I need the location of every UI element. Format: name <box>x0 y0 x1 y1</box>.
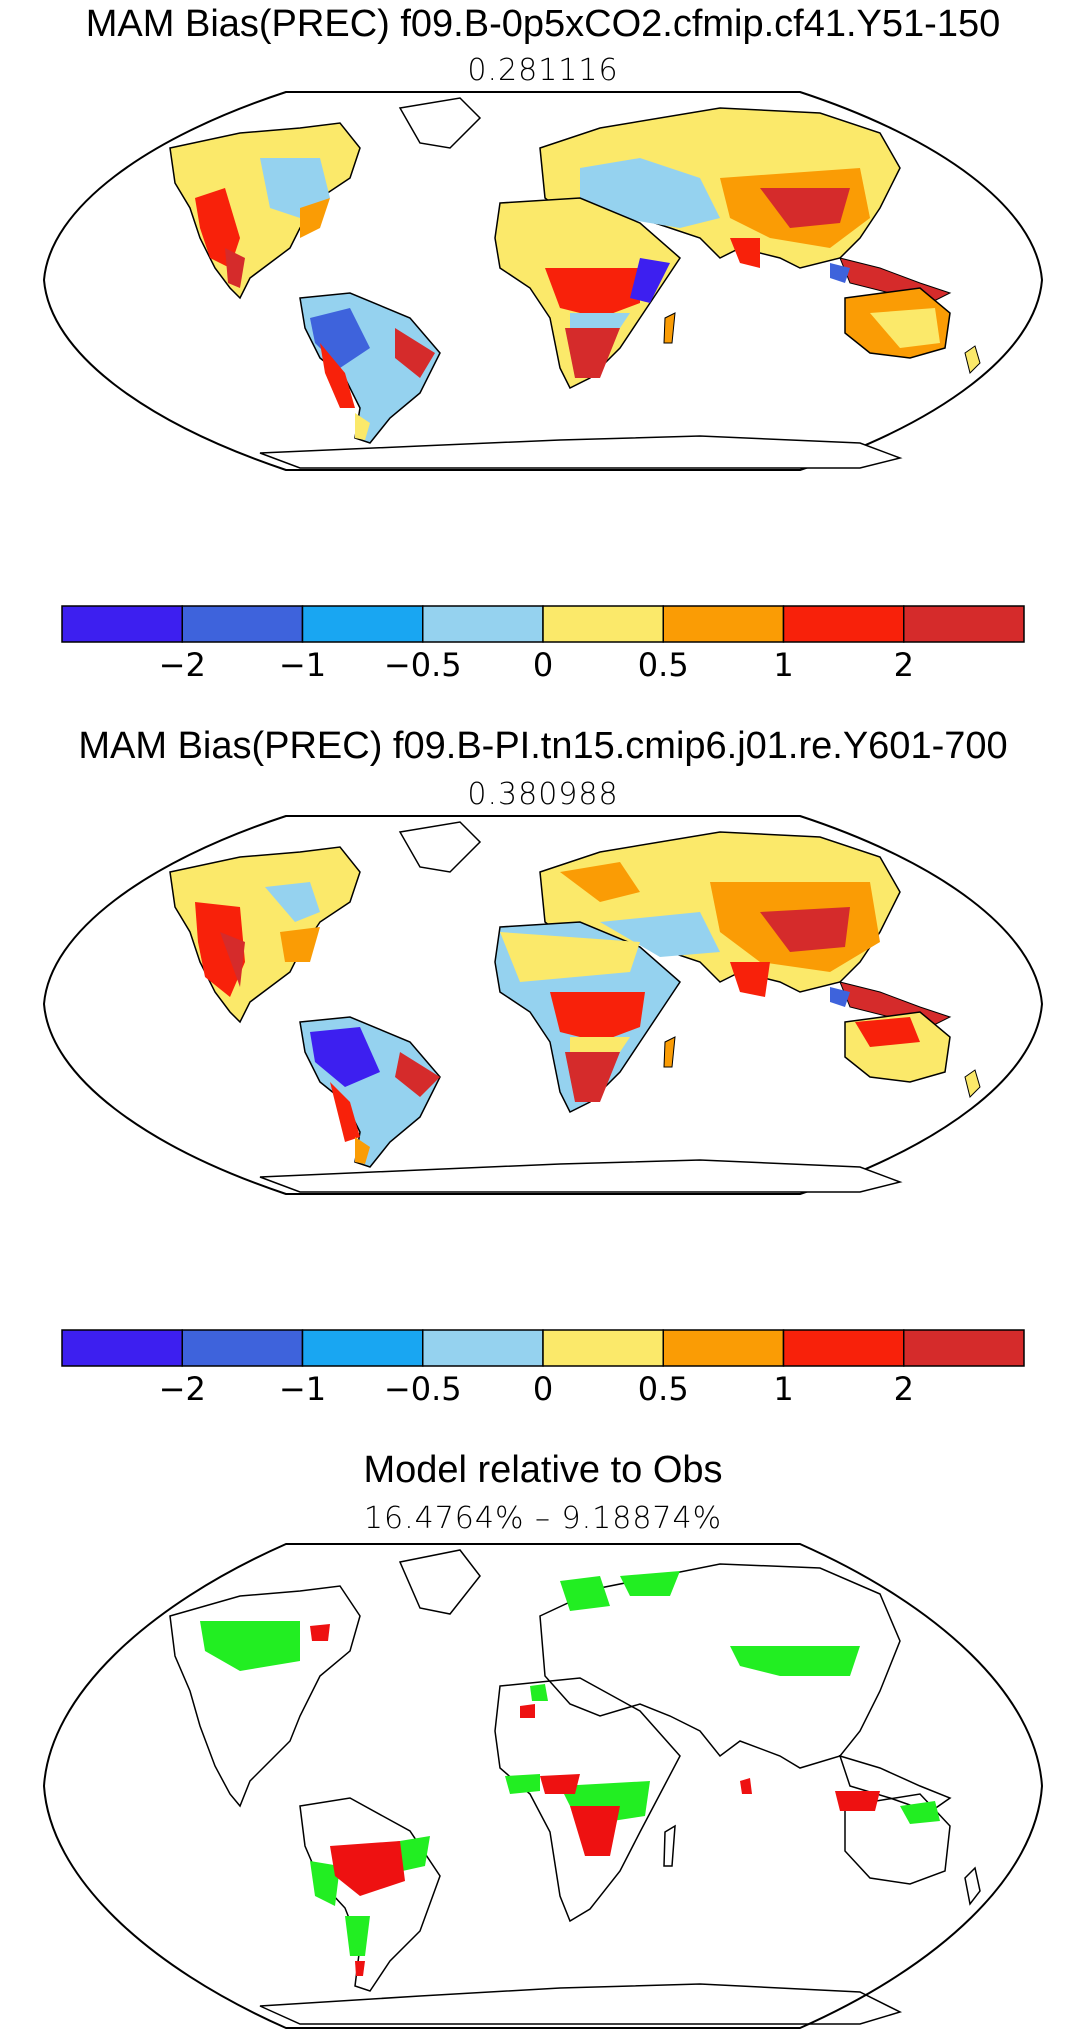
colorbar-swatch <box>903 1329 1025 1367</box>
colorbar-2: −2 −1 −0.5 0 0.5 1 2 <box>61 1329 1025 1408</box>
colorbar-1: −2 −1 −0.5 0 0.5 1 2 <box>61 605 1025 684</box>
colorbar-swatch <box>782 1329 905 1367</box>
colorbar-tick-label: −0.5 <box>384 646 462 684</box>
panel-3-map <box>42 1543 1044 2029</box>
colorbar-swatch <box>301 1329 424 1367</box>
colorbar-swatch <box>61 1329 183 1367</box>
antarctica <box>259 1159 903 1193</box>
panel-3-percentages: 16.4764% – 9.18874% <box>363 1501 723 1536</box>
panel-1-rmse: 0.281116 <box>467 53 619 88</box>
panel-2-rmse: 0.380988 <box>467 777 619 812</box>
colorbar-tick-label: 0 <box>533 1370 553 1408</box>
colorbar-tick-label: −2 <box>159 1370 206 1408</box>
colorbar-swatch <box>181 1329 304 1367</box>
colorbar-swatch <box>903 605 1025 643</box>
colorbar-swatch <box>662 1329 785 1367</box>
coastlines <box>169 1549 981 2025</box>
colorbar-swatch <box>301 605 424 643</box>
colorbar-swatch <box>61 605 183 643</box>
colorbar-tick-label: 0.5 <box>638 646 689 684</box>
antarctica <box>259 435 903 469</box>
greenland <box>398 821 482 873</box>
panel-2-title: MAM Bias(PREC) f09.B-PI.tn15.cmip6.j01.r… <box>78 725 1008 767</box>
panel-3-title: Model relative to Obs <box>363 1449 723 1491</box>
colorbar-swatch <box>542 605 664 643</box>
colorbar-tick-label: 0 <box>533 646 553 684</box>
colorbar-swatch <box>782 605 905 643</box>
colorbar-tick-label: 2 <box>894 1370 914 1408</box>
colorbar-swatch <box>422 1329 544 1367</box>
colorbar-swatch <box>181 605 304 643</box>
panel-2-map <box>42 815 1044 1195</box>
colorbar-tick-label: 1 <box>773 646 793 684</box>
colorbar-tick-label: −0.5 <box>384 1370 462 1408</box>
colorbar-swatch <box>422 605 544 643</box>
colorbar-tick-label: 2 <box>894 646 914 684</box>
colorbar-tick-label: −2 <box>159 646 206 684</box>
panel-1-map <box>42 91 1044 471</box>
greenland <box>398 97 482 149</box>
colorbar-swatch <box>542 1329 664 1367</box>
colorbar-tick-label: 0.5 <box>638 1370 689 1408</box>
worse-regions <box>310 1624 880 1976</box>
colorbar-tick-label: −1 <box>279 1370 326 1408</box>
colorbar-tick-label: 1 <box>773 1370 793 1408</box>
panel-1-title: MAM Bias(PREC) f09.B-0p5xCO2.cfmip.cf41.… <box>85 3 1001 45</box>
colorbar-tick-label: −1 <box>279 646 326 684</box>
colorbar-swatch <box>662 605 785 643</box>
